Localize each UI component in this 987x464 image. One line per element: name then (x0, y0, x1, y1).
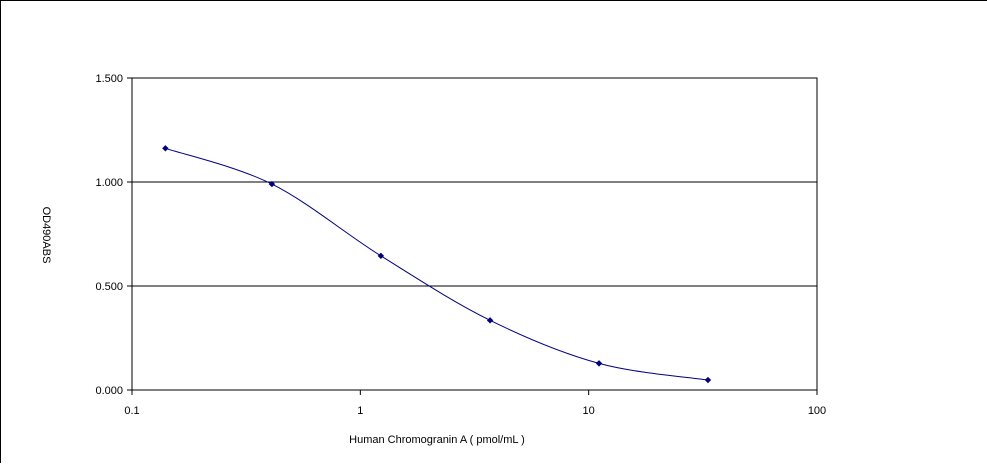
y-tick-label: 0.500 (95, 281, 123, 293)
y-tick-label: 1.500 (95, 73, 123, 85)
x-tick-label: 100 (808, 405, 826, 417)
y-tick-label: 0.000 (95, 385, 123, 397)
x-tick-label: 0.1 (124, 405, 139, 417)
x-tick-label: 1 (357, 405, 363, 417)
y-axis-title: OD490ABS (40, 207, 52, 264)
y-tick-label: 1.000 (95, 177, 123, 189)
x-axis-title: Human Chromogranin A ( pmol/mL ) (349, 434, 525, 446)
plot-area (132, 78, 817, 390)
x-tick-label: 10 (583, 405, 595, 417)
